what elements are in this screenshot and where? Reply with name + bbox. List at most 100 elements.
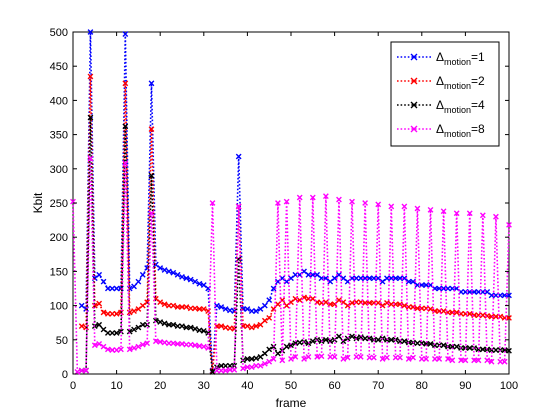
data-point-marker (266, 297, 273, 304)
data-point-marker (170, 302, 177, 309)
data-point-marker (179, 341, 185, 347)
data-point-marker (161, 320, 168, 327)
data-point-marker (104, 310, 111, 317)
data-point-marker (506, 315, 512, 321)
data-point-marker (296, 297, 303, 304)
data-point-marker (192, 305, 198, 312)
data-point-marker (357, 354, 364, 360)
data-point-marker (410, 53, 418, 61)
data-point-marker (170, 269, 177, 276)
data-point-marker (427, 206, 434, 213)
legend-label-base: Δ (436, 50, 444, 64)
data-point-marker (453, 309, 460, 316)
data-point-marker (449, 343, 456, 350)
data-point-marker (445, 285, 451, 292)
data-point-marker (261, 350, 268, 357)
data-point-marker (257, 362, 264, 369)
legend-label-base: Δ (436, 122, 444, 136)
data-point-marker (488, 292, 495, 299)
data-point-marker (174, 323, 181, 330)
legend-label: Δmotion=4 (436, 98, 485, 115)
y-tick-label: 400 (50, 95, 68, 107)
data-point-marker (410, 101, 418, 109)
data-point-marker (152, 317, 159, 324)
data-point-marker (466, 210, 473, 217)
data-point-marker (78, 323, 85, 330)
data-point-marker (266, 358, 273, 365)
data-point-marker (183, 304, 190, 310)
data-point-marker (248, 364, 255, 371)
data-point-marker (275, 301, 281, 308)
data-point-marker (296, 194, 303, 201)
data-point-marker (266, 315, 273, 321)
data-point-marker (388, 203, 395, 210)
data-point-marker (131, 345, 137, 351)
series-4 (70, 155, 512, 375)
data-point-marker (488, 313, 495, 320)
data-point-marker (261, 317, 268, 324)
data-point-marker (384, 275, 390, 282)
legend-item: Δmotion=8 (397, 122, 485, 139)
data-point-marker (104, 330, 111, 336)
data-point-marker (283, 343, 290, 350)
data-point-marker (192, 325, 198, 332)
data-point-marker (166, 340, 172, 347)
data-point-marker (288, 342, 294, 349)
data-point-marker (475, 346, 482, 353)
data-point-marker (506, 347, 512, 354)
data-point-marker (353, 354, 360, 360)
data-point-marker (161, 267, 168, 273)
data-point-marker (375, 201, 382, 208)
data-point-marker (183, 275, 190, 282)
data-point-marker (414, 205, 421, 212)
data-point-marker (305, 354, 312, 360)
data-point-marker (126, 328, 133, 335)
data-point-marker (327, 338, 334, 345)
data-point-marker (440, 285, 447, 292)
data-point-marker (344, 354, 351, 361)
data-point-marker (493, 347, 499, 353)
data-point-marker (301, 356, 307, 362)
data-point-marker (401, 203, 408, 210)
y-tick-label: 350 (50, 130, 68, 142)
data-point-marker (384, 354, 390, 361)
legend-label: Δmotion=2 (436, 74, 485, 91)
data-point-marker (488, 347, 495, 353)
data-point-marker (170, 340, 177, 347)
data-point-marker (484, 357, 491, 364)
data-point-marker (336, 196, 342, 203)
data-point-marker (235, 153, 242, 160)
data-point-marker (166, 321, 172, 328)
data-point-marker (466, 310, 473, 317)
data-point-marker (405, 278, 412, 285)
data-point-marker (270, 285, 277, 292)
data-point-marker (244, 323, 251, 330)
data-point-marker (135, 278, 142, 285)
x-tick-label: 30 (198, 380, 210, 392)
data-point-marker (109, 285, 116, 292)
data-point-marker (96, 300, 103, 307)
data-point-marker (174, 271, 181, 278)
x-tick-label: 0 (70, 380, 76, 392)
data-point-marker (327, 354, 334, 360)
data-point-marker (122, 123, 129, 130)
data-point-marker (227, 367, 233, 373)
data-point-marker (305, 295, 312, 302)
data-point-marker (200, 343, 207, 350)
x-tick-label: 60 (328, 380, 340, 392)
data-point-marker (135, 343, 142, 350)
data-point-marker (266, 346, 273, 353)
legend-label-subscript: motion (444, 129, 471, 139)
data-point-marker (122, 80, 129, 87)
data-point-marker (392, 301, 399, 308)
data-point-marker (436, 356, 443, 362)
data-point-marker (493, 313, 499, 320)
data-point-marker (344, 302, 351, 309)
data-point-marker (148, 172, 155, 179)
data-point-marker (139, 271, 146, 278)
data-point-marker (244, 306, 251, 312)
data-point-marker (375, 336, 382, 343)
data-point-marker (179, 273, 185, 280)
legend-label-base: Δ (436, 74, 444, 88)
legend-label-subscript: motion (444, 81, 471, 91)
